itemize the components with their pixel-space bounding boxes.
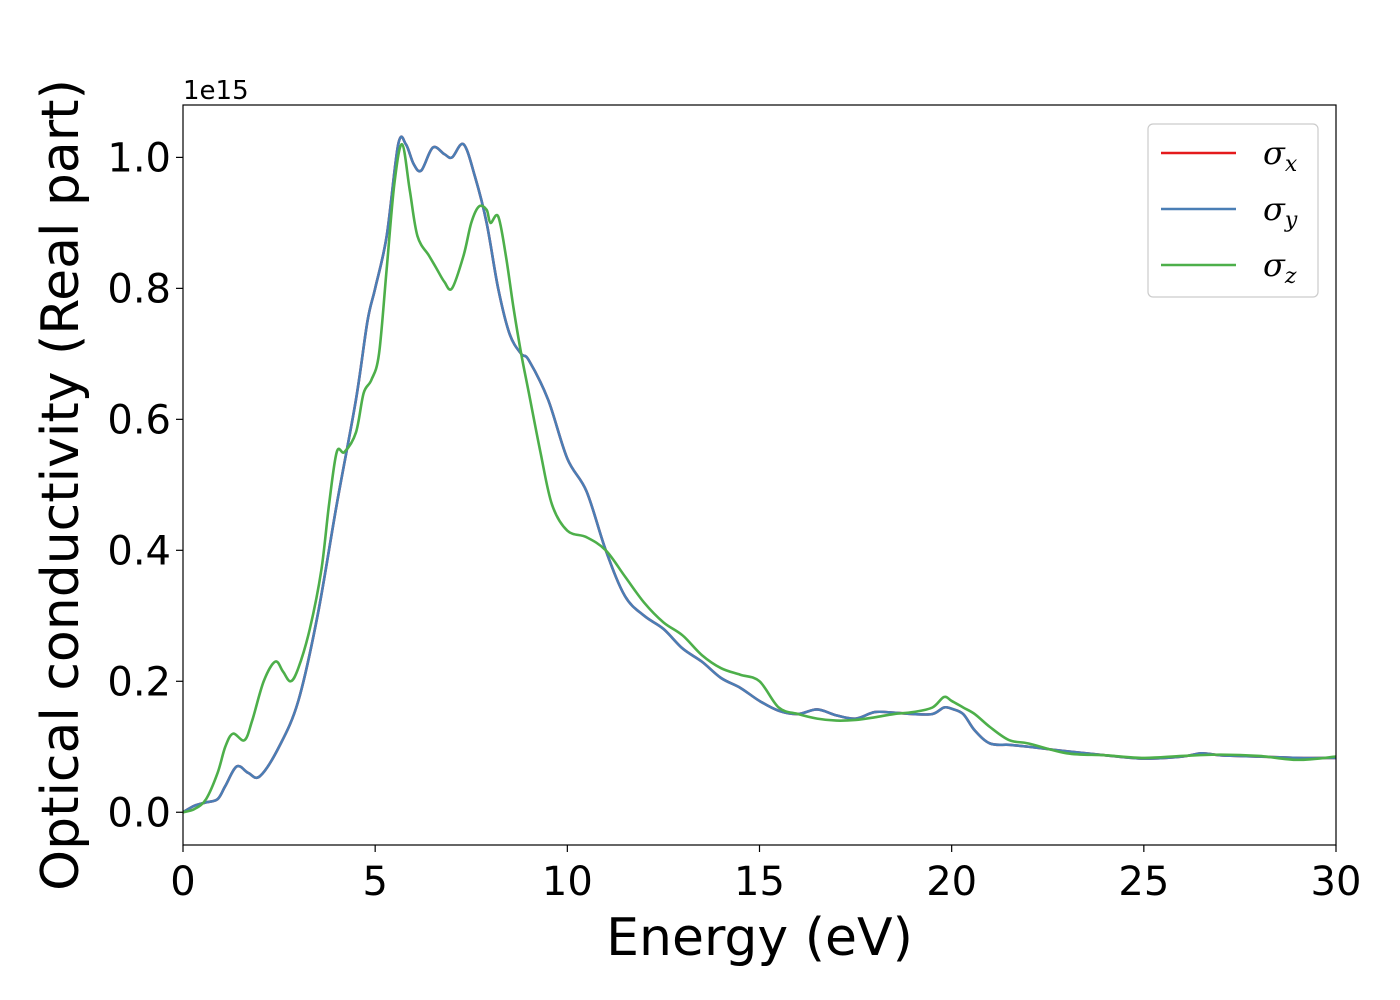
x-tick-label: 0 <box>170 859 195 905</box>
legend-label: σy <box>1263 190 1298 233</box>
series-line-z <box>183 142 1336 814</box>
x-tick-label: 30 <box>1311 859 1362 905</box>
x-tick-label: 20 <box>926 859 977 905</box>
y-axis-ticks: 0.0 0.2 0.4 0.6 0.8 1.0 <box>107 135 183 836</box>
series-lines <box>183 135 1336 814</box>
y-tick-label: 0.2 <box>107 659 171 705</box>
legend-item-x: σx <box>1161 134 1298 177</box>
legend-item-z: σz <box>1161 246 1297 289</box>
x-axis-title: Energy (eV) <box>606 908 913 968</box>
y-tick-label: 0.0 <box>107 790 171 836</box>
y-tick-label: 0.8 <box>107 266 171 312</box>
y-axis-title: Optical conductivity (Real part) <box>31 79 91 891</box>
legend-box <box>1147 123 1319 298</box>
legend: σx σy σz <box>1147 123 1319 298</box>
legend-label: σx <box>1263 134 1298 177</box>
y-axis-offset-text: 1e15 <box>183 76 249 106</box>
legend-label: σz <box>1263 246 1297 289</box>
plot-area <box>183 135 1336 814</box>
legend-item-y: σy <box>1161 190 1298 233</box>
y-tick-label: 0.6 <box>107 397 171 443</box>
x-tick-label: 25 <box>1118 859 1169 905</box>
x-tick-label: 15 <box>734 859 785 905</box>
x-axis-ticks: 0 5 10 15 20 25 30 <box>170 845 1361 905</box>
y-tick-label: 0.4 <box>107 528 171 574</box>
series-line-y <box>183 135 1336 814</box>
x-tick-label: 5 <box>362 859 387 905</box>
x-tick-label: 10 <box>542 859 593 905</box>
y-tick-label: 1.0 <box>107 135 171 181</box>
